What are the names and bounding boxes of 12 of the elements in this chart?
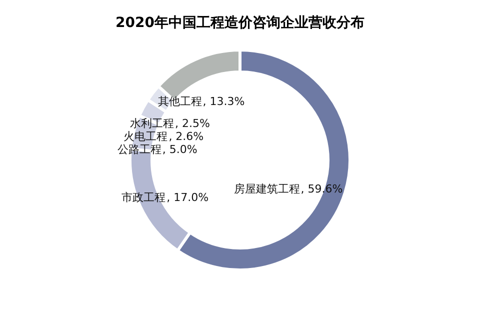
- chart-title: 2020年中国工程造价咨询企业营收分布: [116, 15, 364, 31]
- slice-label: 其他工程: [158, 95, 202, 108]
- data-label: , 5.0%: [162, 143, 198, 156]
- slice-label: 房屋建筑工程: [234, 182, 300, 196]
- data-label: , 2.6%: [168, 130, 204, 144]
- data-label: , 17.0%: [166, 191, 209, 204]
- slice-label: 水利工程: [130, 117, 174, 130]
- slice-label: 市政工程: [122, 191, 166, 204]
- slice-label: 公路工程: [117, 143, 162, 156]
- slice-label: 火电工程: [124, 130, 168, 144]
- data-label: , 13.3%: [202, 95, 245, 108]
- data-label: , 2.5%: [174, 117, 210, 130]
